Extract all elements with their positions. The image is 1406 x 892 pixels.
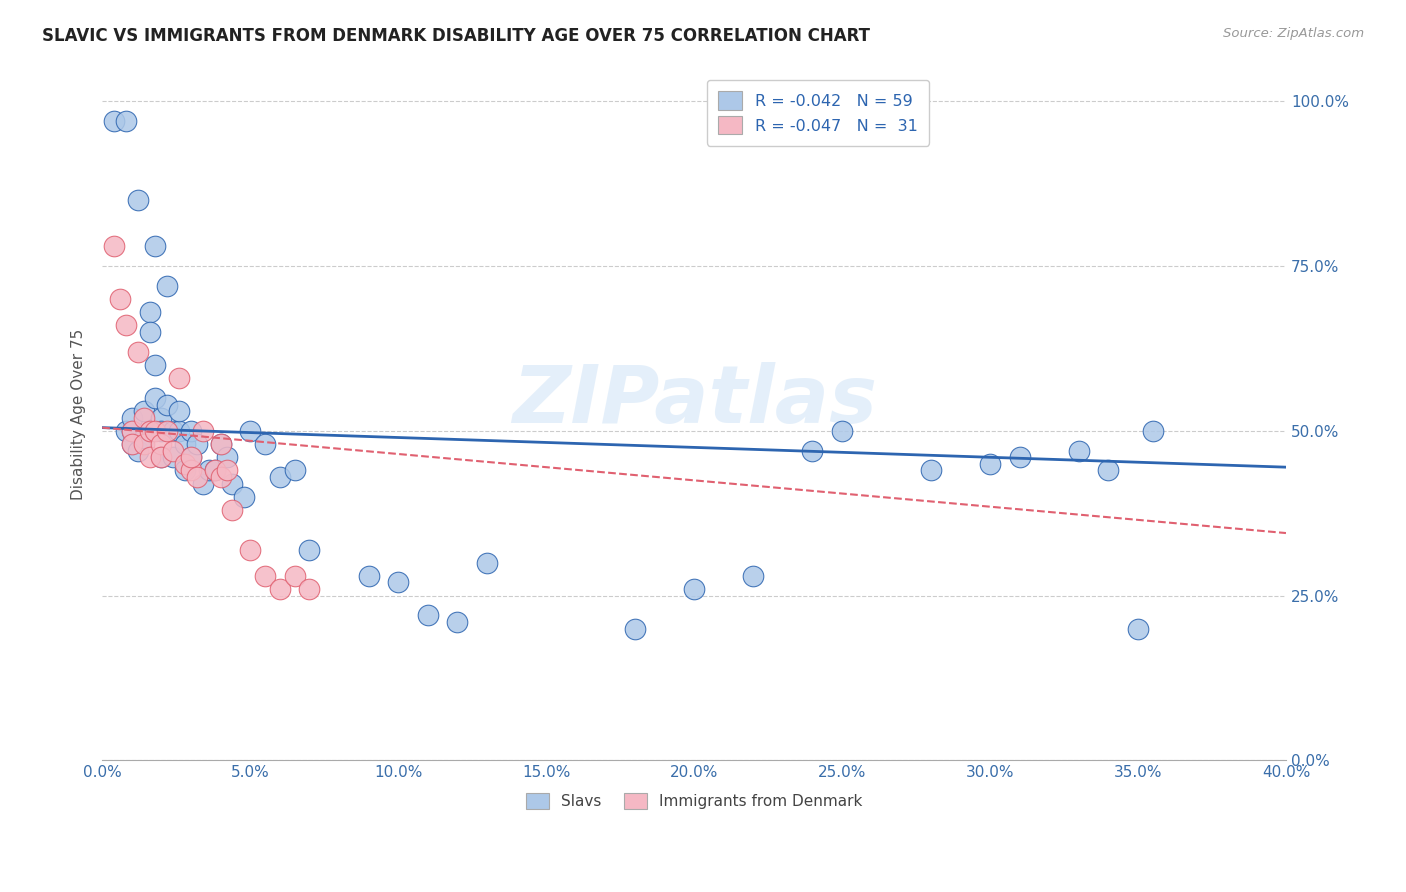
Point — [209, 437, 232, 451]
Point — [475, 556, 498, 570]
Point — [180, 463, 202, 477]
Point — [150, 450, 173, 465]
Point — [1067, 443, 1090, 458]
Point — [138, 325, 160, 339]
Point — [979, 457, 1001, 471]
Text: ZIPatlas: ZIPatlas — [512, 361, 876, 440]
Point — [180, 424, 202, 438]
Text: Source: ZipAtlas.com: Source: ZipAtlas.com — [1223, 27, 1364, 40]
Point — [167, 371, 190, 385]
Point — [215, 463, 238, 477]
Point — [127, 443, 149, 458]
Point — [253, 569, 276, 583]
Point — [1126, 622, 1149, 636]
Point — [121, 437, 143, 451]
Point — [1097, 463, 1119, 477]
Point — [145, 239, 167, 253]
Point — [138, 424, 160, 438]
Point — [103, 114, 125, 128]
Point — [253, 437, 276, 451]
Point — [138, 450, 160, 465]
Point — [108, 292, 131, 306]
Point — [127, 344, 149, 359]
Point — [115, 424, 138, 438]
Legend: Slavs, Immigrants from Denmark: Slavs, Immigrants from Denmark — [519, 787, 869, 815]
Point — [156, 398, 179, 412]
Point — [920, 463, 942, 477]
Point — [204, 463, 226, 477]
Point — [162, 450, 184, 465]
Point — [174, 463, 197, 477]
Point — [233, 490, 256, 504]
Point — [121, 424, 143, 438]
Point — [197, 463, 219, 477]
Y-axis label: Disability Age Over 75: Disability Age Over 75 — [72, 329, 86, 500]
Point — [742, 569, 765, 583]
Point — [145, 424, 167, 438]
Point — [221, 503, 243, 517]
Point — [298, 582, 321, 596]
Point — [209, 437, 232, 451]
Point — [239, 542, 262, 557]
Point — [446, 615, 468, 629]
Point — [174, 457, 197, 471]
Point — [387, 575, 409, 590]
Point — [132, 410, 155, 425]
Point — [150, 410, 173, 425]
Point — [132, 404, 155, 418]
Point — [162, 424, 184, 438]
Point — [801, 443, 824, 458]
Point — [115, 114, 138, 128]
Point — [156, 424, 179, 438]
Point — [191, 424, 214, 438]
Point — [284, 463, 307, 477]
Text: SLAVIC VS IMMIGRANTS FROM DENMARK DISABILITY AGE OVER 75 CORRELATION CHART: SLAVIC VS IMMIGRANTS FROM DENMARK DISABI… — [42, 27, 870, 45]
Point — [138, 305, 160, 319]
Point — [215, 450, 238, 465]
Point — [624, 622, 647, 636]
Point — [186, 470, 208, 484]
Point — [284, 569, 307, 583]
Point — [150, 450, 173, 465]
Point — [167, 424, 190, 438]
Point — [115, 318, 138, 333]
Point — [121, 410, 143, 425]
Point — [186, 437, 208, 451]
Point — [204, 463, 226, 477]
Point — [221, 476, 243, 491]
Point — [1142, 424, 1164, 438]
Point — [167, 404, 190, 418]
Point — [174, 437, 197, 451]
Point — [831, 424, 853, 438]
Point — [269, 470, 291, 484]
Point — [150, 437, 173, 451]
Point — [298, 542, 321, 557]
Point — [121, 437, 143, 451]
Point — [191, 476, 214, 491]
Point — [1008, 450, 1031, 465]
Point — [156, 279, 179, 293]
Point — [121, 424, 143, 438]
Point — [239, 424, 262, 438]
Point — [269, 582, 291, 596]
Point — [416, 608, 439, 623]
Point — [145, 391, 167, 405]
Point — [357, 569, 380, 583]
Point — [132, 437, 155, 451]
Point — [209, 470, 232, 484]
Point — [683, 582, 706, 596]
Point — [145, 358, 167, 372]
Point — [180, 450, 202, 465]
Point — [138, 424, 160, 438]
Point — [127, 194, 149, 208]
Point — [162, 443, 184, 458]
Point — [180, 450, 202, 465]
Point — [103, 239, 125, 253]
Point — [132, 430, 155, 444]
Point — [150, 424, 173, 438]
